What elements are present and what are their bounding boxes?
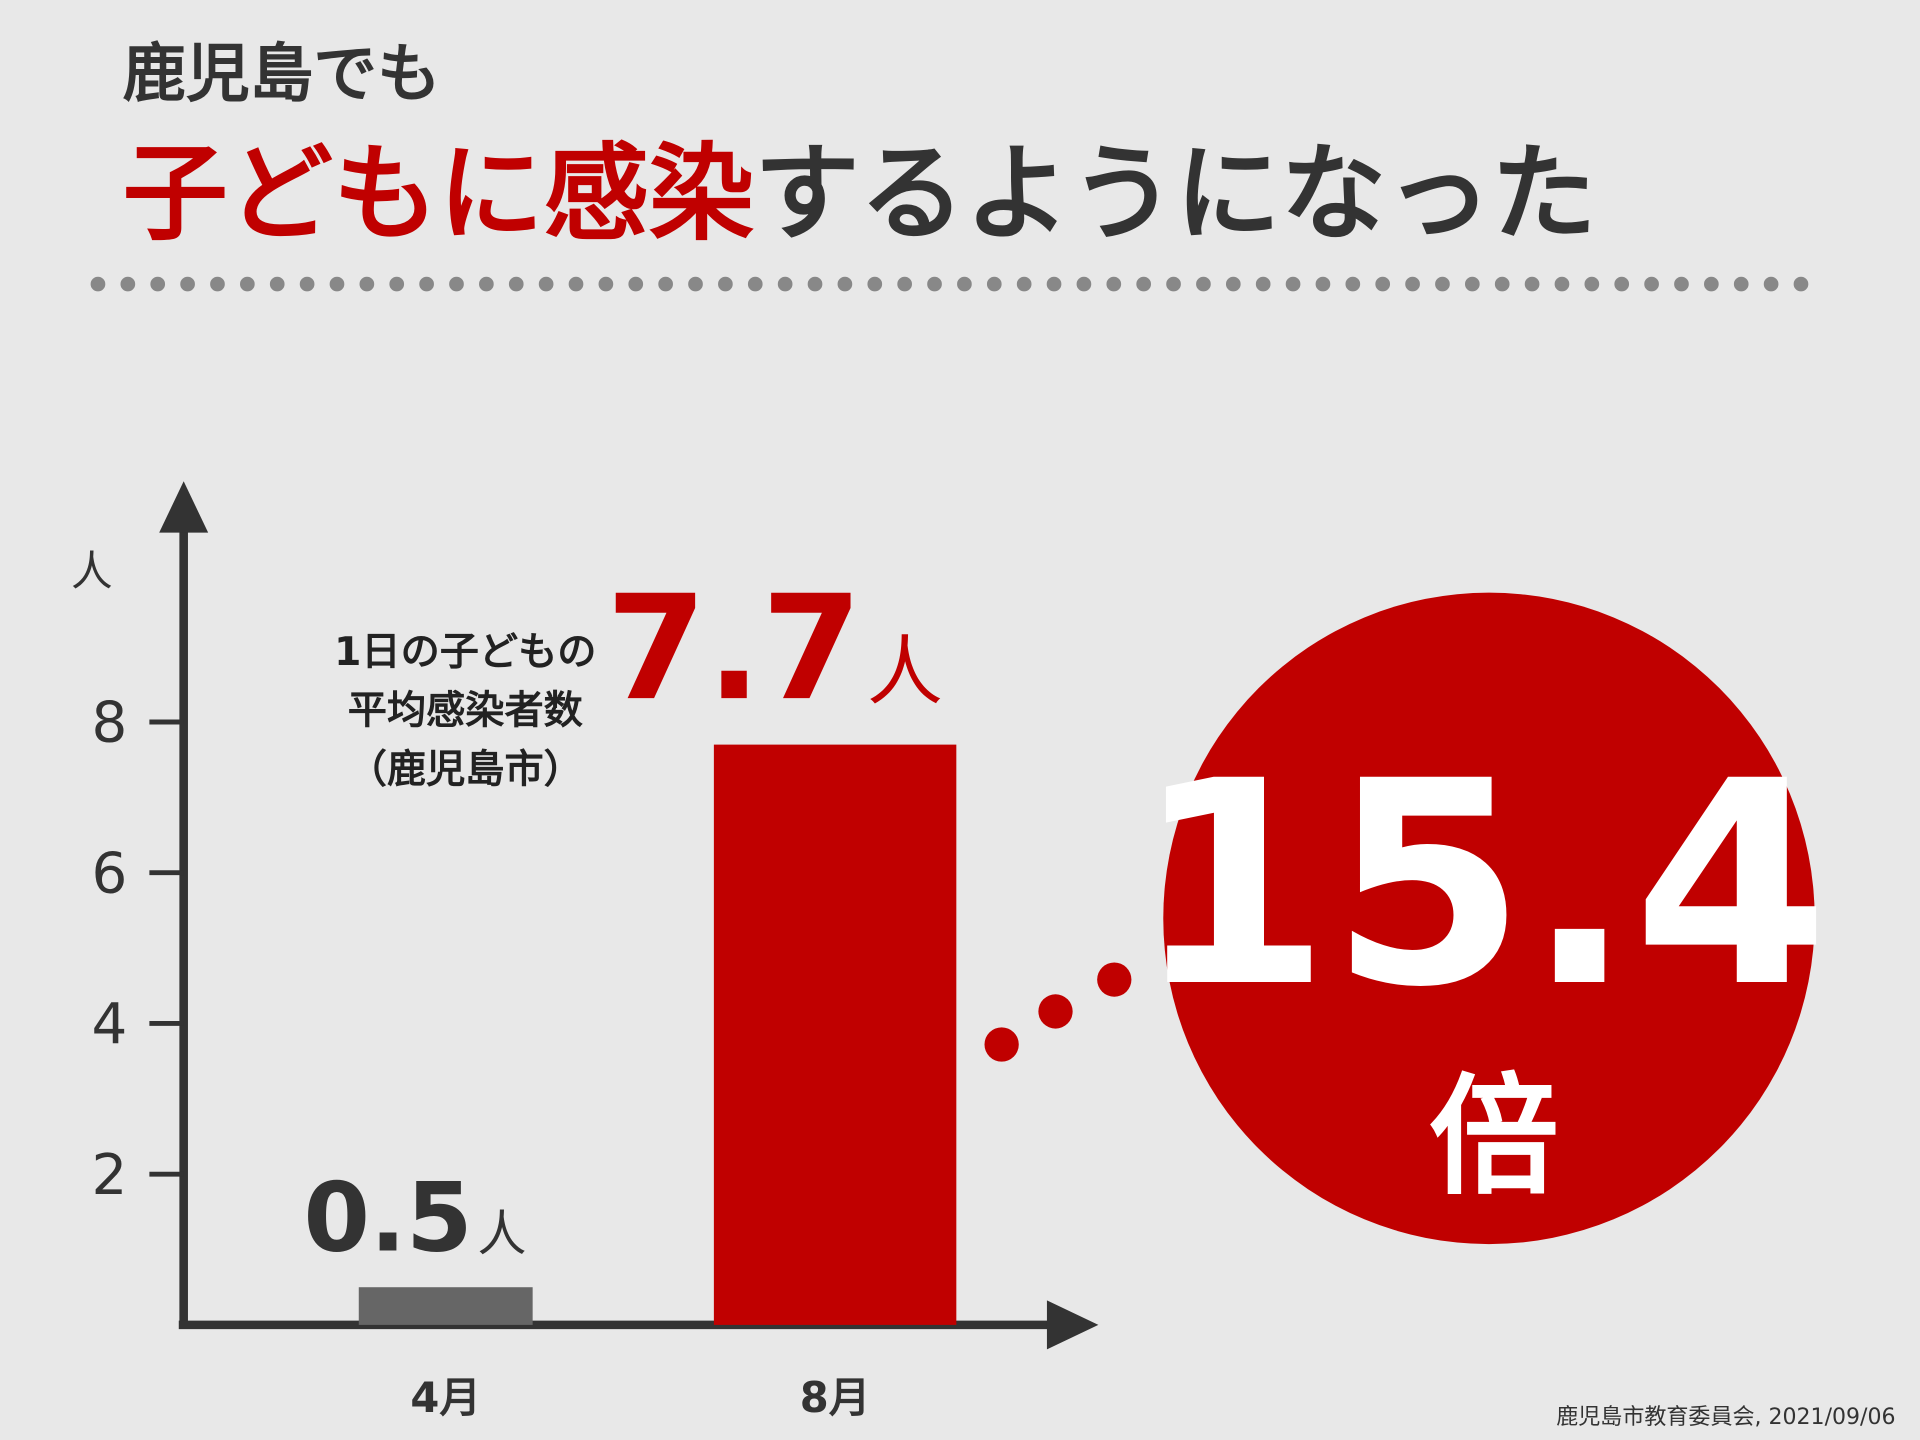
ratio-value: 15.4	[1134, 722, 1829, 1049]
y-tick-label: 2	[92, 1143, 128, 1208]
headline: 子どもに感染するようになった	[122, 132, 1596, 255]
headline-highlight: 子どもに感染	[122, 132, 754, 255]
connector-dot	[1038, 994, 1073, 1029]
x-axis-arrow	[1046, 1300, 1099, 1350]
source: 鹿児島市教育委員会, 2021/09/06	[1556, 1405, 1895, 1430]
value-unit: 人	[478, 1205, 527, 1262]
annotation-line: 平均感染者数	[348, 689, 584, 734]
value-label: 7.7	[606, 565, 862, 733]
y-axis-arrow	[159, 481, 209, 533]
y-tick-label: 6	[92, 841, 128, 906]
y-axis-label: 人	[71, 546, 113, 595]
title: 鹿児島でも	[122, 38, 440, 112]
ratio-circle	[1163, 592, 1815, 1245]
y-tick-label: 8	[92, 691, 128, 756]
value-label: 0.5	[303, 1161, 472, 1273]
y-tick-label: 4	[92, 992, 128, 1057]
annotation-line: 1日の子どもの	[334, 630, 596, 675]
x-tick-label: 4月	[410, 1373, 481, 1422]
bar	[358, 1287, 533, 1325]
connector-dot	[1097, 962, 1132, 997]
bar	[713, 744, 957, 1325]
ratio-unit: 倍	[1429, 1062, 1559, 1213]
value-unit: 人	[867, 628, 943, 716]
headline-rest: するようになった	[754, 132, 1596, 255]
x-tick-label: 8月	[800, 1373, 871, 1422]
connector-dot	[984, 1027, 1019, 1062]
annotation-line: （鹿児島市）	[348, 747, 583, 792]
